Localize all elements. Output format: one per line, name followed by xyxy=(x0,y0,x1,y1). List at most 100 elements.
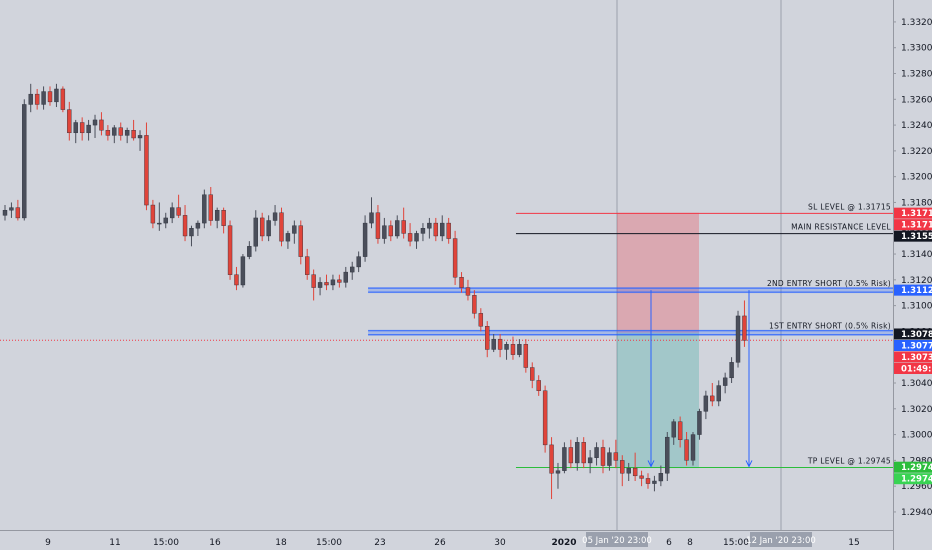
candle xyxy=(658,465,664,487)
candle xyxy=(510,336,516,360)
candle-body-up xyxy=(382,225,387,239)
candle-body-up xyxy=(317,282,323,288)
candle-body-up xyxy=(517,344,522,355)
candle xyxy=(504,341,509,360)
candle-body-up xyxy=(157,222,162,225)
time-axis[interactable]: 91115:00161815:00232630202036815:0013150… xyxy=(45,532,860,548)
time-tag-end[interactable]: 12 Jan '20 23:00 xyxy=(746,532,816,547)
candle-body-up xyxy=(735,315,741,363)
time-tag-start[interactable]: 05 Jan '20 23:00 xyxy=(582,532,652,547)
price-tag-bg xyxy=(894,339,932,351)
candle xyxy=(272,205,278,226)
time-tick-label: 15:00 xyxy=(723,538,749,548)
candle xyxy=(15,199,21,221)
candle xyxy=(581,437,586,469)
candle xyxy=(729,357,734,383)
candle-body-up xyxy=(671,421,676,438)
candle xyxy=(22,99,27,221)
candle-body-up xyxy=(729,362,734,379)
price-tag[interactable]: 1.29745 xyxy=(894,473,932,485)
candle xyxy=(632,452,638,481)
candle xyxy=(343,266,348,288)
candle xyxy=(382,217,387,244)
second-entry-line-band[interactable] xyxy=(368,287,894,294)
candle xyxy=(176,194,181,218)
price-tag[interactable]: 1.31120 xyxy=(894,284,932,297)
price-tag-bg xyxy=(894,207,932,219)
price-tick-label: 1.33000 xyxy=(901,44,932,54)
candle-body-up xyxy=(86,124,91,134)
candle-body-down xyxy=(472,295,477,314)
candle xyxy=(536,375,541,396)
time-tick-label: 6 xyxy=(666,538,672,548)
candle-body-up xyxy=(9,207,14,211)
target-arrows[interactable] xyxy=(647,290,753,468)
candle xyxy=(317,277,323,296)
candle xyxy=(150,199,156,229)
candle-body-down xyxy=(324,282,329,286)
price-tag-label: 1.31717 xyxy=(901,209,932,219)
candle xyxy=(549,437,554,500)
candle xyxy=(350,261,355,280)
time-tick-label: 30 xyxy=(494,538,506,548)
candle-body-up xyxy=(697,411,702,435)
price-tag[interactable]: 1.30731 xyxy=(894,351,932,363)
candle-body-up xyxy=(491,338,496,350)
candle xyxy=(311,269,316,301)
candle-body-up xyxy=(356,256,361,268)
time-tick-label: 8 xyxy=(687,538,693,548)
price-tag[interactable]: 1.30778 xyxy=(894,339,932,352)
price-tag[interactable]: 01:49:11 xyxy=(894,362,932,375)
price-tag-label: 1.30780 xyxy=(901,330,932,340)
candle-body-down xyxy=(388,225,393,237)
price-tag[interactable]: 1.31717 xyxy=(894,207,932,220)
candle-body-up xyxy=(575,442,580,464)
price-tick-label: 1.31400 xyxy=(901,250,932,260)
price-tag[interactable]: 1.31558 xyxy=(894,230,932,243)
candle xyxy=(324,274,329,291)
candle xyxy=(73,119,78,144)
candle-body-down xyxy=(227,225,233,275)
candle xyxy=(555,462,561,489)
candle-body-up xyxy=(343,271,348,283)
candle-body-up xyxy=(163,217,168,224)
price-tag-bg xyxy=(894,362,932,374)
first-entry-line-band[interactable] xyxy=(368,329,894,336)
candle-body-up xyxy=(112,127,117,136)
stop-loss-zone[interactable] xyxy=(617,212,699,333)
time-tag-bg xyxy=(750,532,812,547)
candle xyxy=(562,442,567,474)
price-tag[interactable]: 1.30780 xyxy=(894,328,932,340)
candle-body-down xyxy=(298,225,303,257)
price-tick-label: 1.32200 xyxy=(901,147,932,157)
candle xyxy=(742,300,747,347)
candle-body-down xyxy=(305,256,310,275)
candle-body-down xyxy=(311,274,316,288)
candle xyxy=(497,333,503,358)
candle xyxy=(568,439,574,469)
second-entry-line-label: 2ND ENTRY SHORT (0.5% Risk) xyxy=(767,279,891,288)
candle xyxy=(247,241,252,260)
candle-body-up xyxy=(665,436,670,474)
candle xyxy=(285,230,291,249)
price-axis[interactable]: 1.33200 1.33000 1.32800 1.32600 1.32400 1.322… xyxy=(893,18,932,518)
candle xyxy=(79,117,85,141)
time-tick-label: 2020 xyxy=(551,538,576,548)
candle-body-down xyxy=(465,287,471,296)
candle-body-up xyxy=(716,385,721,402)
candle xyxy=(41,86,46,110)
price-tag[interactable]: 1.29747 xyxy=(894,461,932,474)
candle-body-up xyxy=(92,119,98,126)
candle-body-down xyxy=(337,279,342,283)
candle xyxy=(716,380,721,407)
candle xyxy=(356,251,361,273)
candle-body-up xyxy=(54,88,59,103)
candle xyxy=(587,450,593,474)
candle-body-down xyxy=(118,127,123,136)
candle-body-down xyxy=(401,220,406,234)
time-tick-label: 15:00 xyxy=(316,538,342,548)
price-tag[interactable]: 1.31715 xyxy=(894,219,932,231)
